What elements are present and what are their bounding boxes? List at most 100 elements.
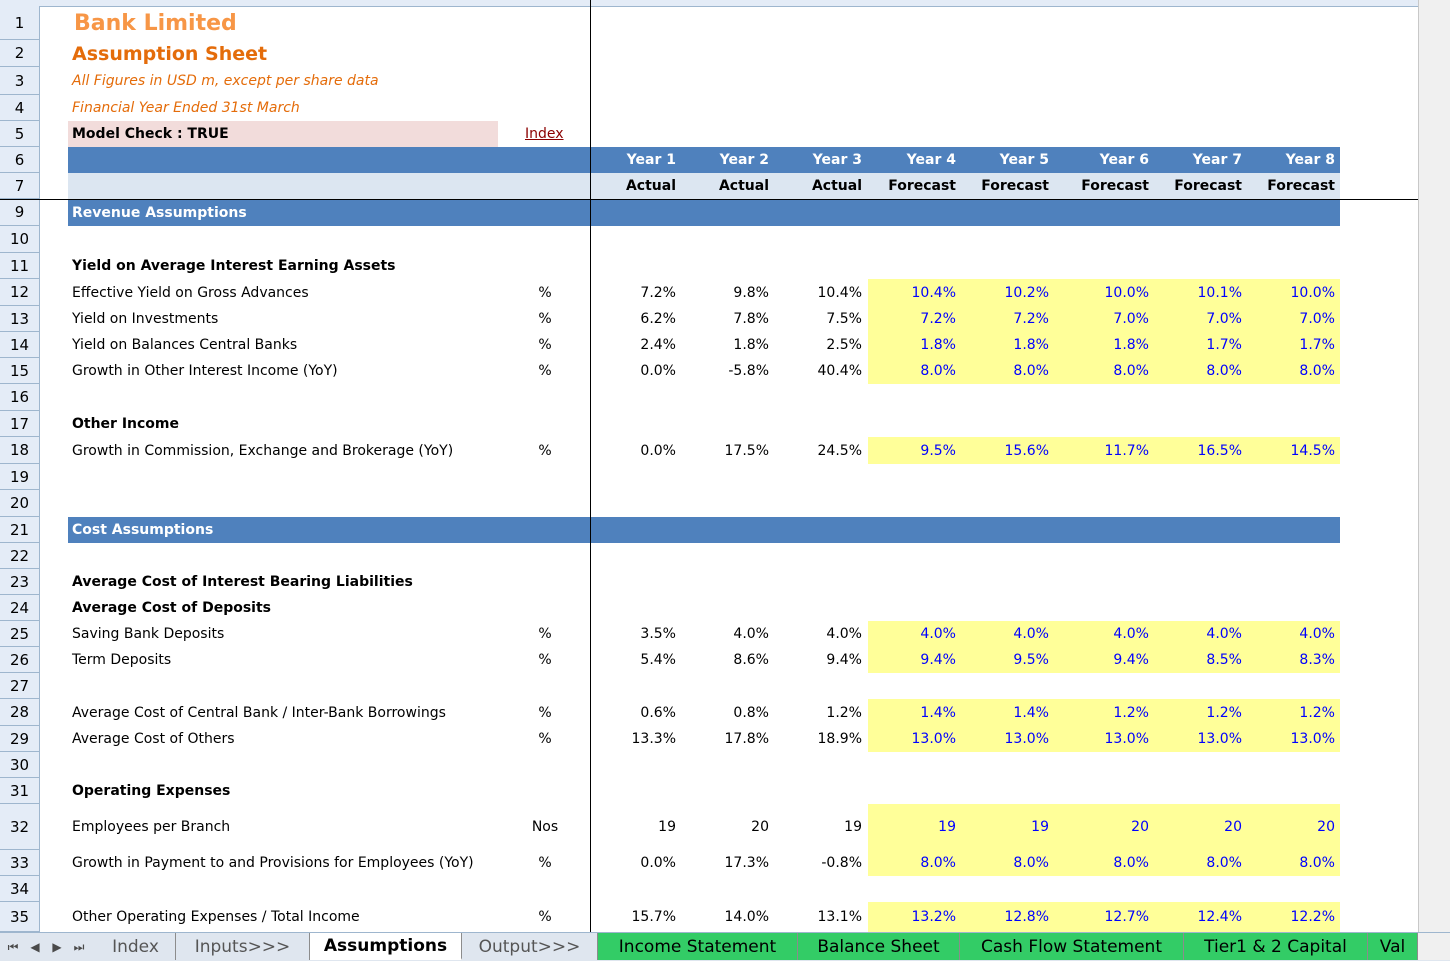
actual-value-cell[interactable]: 13.1% [817, 909, 862, 925]
actual-value-cell[interactable]: -0.8% [821, 855, 862, 871]
forecast-input-cell[interactable]: 8.0% [1299, 363, 1335, 379]
forecast-input-cell[interactable]: 8.0% [1013, 855, 1049, 871]
tab-income-statement[interactable]: Income Statement [598, 933, 798, 960]
row-number[interactable]: 30 [0, 752, 40, 778]
forecast-input-cell[interactable]: 10.0% [1104, 284, 1149, 301]
forecast-input-cell[interactable]: 8.0% [1299, 855, 1335, 871]
row-number[interactable]: 21 [0, 517, 40, 543]
row-number[interactable]: 5 [0, 121, 40, 147]
actual-value-cell[interactable]: 2.5% [826, 337, 862, 353]
actual-value-cell[interactable]: 0.0% [640, 442, 676, 459]
forecast-input-cell[interactable]: 8.5% [1206, 652, 1242, 668]
forecast-input-cell[interactable]: 9.5% [920, 442, 956, 459]
forecast-input-cell[interactable]: 20 [1131, 819, 1149, 835]
row-number[interactable]: 32 [0, 804, 40, 850]
row-number[interactable]: 10 [0, 226, 40, 253]
forecast-input-cell[interactable]: 1.4% [1013, 704, 1049, 721]
forecast-input-cell[interactable]: 15.6% [1004, 442, 1049, 459]
row-number[interactable]: 7 [0, 173, 40, 199]
forecast-input-cell[interactable]: 4.0% [1113, 626, 1149, 642]
actual-value-cell[interactable]: 14.0% [724, 909, 769, 925]
forecast-input-cell[interactable]: 16.5% [1197, 442, 1242, 459]
forecast-input-cell[interactable]: 8.0% [1206, 855, 1242, 871]
forecast-input-cell[interactable]: 7.0% [1206, 311, 1242, 327]
forecast-input-cell[interactable]: 9.4% [920, 652, 956, 668]
forecast-input-cell[interactable]: 10.2% [1004, 284, 1049, 301]
forecast-input-cell[interactable]: 4.0% [1206, 626, 1242, 642]
row-number[interactable]: 11 [0, 253, 40, 279]
index-link[interactable]: Index [525, 126, 564, 142]
actual-value-cell[interactable]: 10.4% [817, 284, 862, 301]
forecast-input-cell[interactable]: 8.0% [1013, 363, 1049, 379]
forecast-input-cell[interactable]: 8.0% [920, 855, 956, 871]
actual-value-cell[interactable]: 1.8% [733, 337, 769, 353]
forecast-input-cell[interactable]: 19 [938, 819, 956, 835]
forecast-input-cell[interactable]: 1.8% [920, 337, 956, 353]
row-number[interactable]: 13 [0, 306, 40, 332]
tab-balance-sheet[interactable]: Balance Sheet [798, 933, 960, 960]
forecast-input-cell[interactable]: 8.3% [1299, 652, 1335, 668]
forecast-input-cell[interactable]: 13.0% [1104, 731, 1149, 747]
actual-value-cell[interactable]: 17.5% [724, 442, 769, 459]
forecast-input-cell[interactable]: 14.5% [1290, 442, 1335, 459]
actual-value-cell[interactable]: 0.8% [733, 704, 769, 721]
actual-value-cell[interactable]: 0.6% [640, 704, 676, 721]
forecast-input-cell[interactable]: 8.0% [1113, 363, 1149, 379]
forecast-input-cell[interactable]: 4.0% [920, 626, 956, 642]
forecast-input-cell[interactable]: 12.4% [1197, 909, 1242, 925]
row-number[interactable]: 23 [0, 569, 40, 595]
forecast-input-cell[interactable]: 13.0% [1197, 731, 1242, 747]
row-number[interactable]: 2 [0, 40, 40, 67]
row-number[interactable]: 14 [0, 332, 40, 358]
actual-value-cell[interactable]: 5.4% [640, 652, 676, 668]
forecast-input-cell[interactable]: 1.2% [1206, 704, 1242, 721]
forecast-input-cell[interactable]: 9.5% [1013, 652, 1049, 668]
forecast-input-cell[interactable]: 13.0% [1290, 731, 1335, 747]
row-number[interactable]: 25 [0, 621, 40, 647]
row-number[interactable]: 26 [0, 647, 40, 673]
row-number[interactable]: 9 [0, 199, 40, 226]
forecast-input-cell[interactable]: 7.0% [1113, 311, 1149, 327]
actual-value-cell[interactable]: 24.5% [817, 442, 862, 459]
actual-value-cell[interactable]: 3.5% [640, 626, 676, 642]
row-number[interactable]: 35 [0, 902, 40, 932]
forecast-input-cell[interactable]: 10.1% [1197, 284, 1242, 301]
actual-value-cell[interactable]: -5.8% [728, 363, 769, 379]
forecast-input-cell[interactable]: 8.0% [1113, 855, 1149, 871]
actual-value-cell[interactable]: 7.2% [640, 284, 676, 301]
actual-value-cell[interactable]: 13.3% [631, 731, 676, 747]
vertical-scrollbar[interactable] [1418, 0, 1450, 932]
actual-value-cell[interactable]: 2.4% [640, 337, 676, 353]
row-number[interactable]: 17 [0, 411, 40, 437]
actual-value-cell[interactable]: 19 [844, 819, 862, 835]
actual-value-cell[interactable]: 15.7% [631, 909, 676, 925]
row-number[interactable]: 24 [0, 595, 40, 621]
row-number[interactable]: 4 [0, 95, 40, 121]
forecast-input-cell[interactable]: 9.4% [1113, 652, 1149, 668]
forecast-input-cell[interactable]: 1.4% [920, 704, 956, 721]
forecast-input-cell[interactable]: 13.2% [911, 909, 956, 925]
row-number[interactable]: 18 [0, 437, 40, 464]
actual-value-cell[interactable]: 17.3% [724, 855, 769, 871]
actual-value-cell[interactable]: 17.8% [724, 731, 769, 747]
forecast-input-cell[interactable]: 20 [1317, 819, 1335, 835]
first-sheet-icon[interactable]: ⏮ [7, 939, 19, 954]
tab-cash-flow-statement[interactable]: Cash Flow Statement [960, 933, 1184, 960]
actual-value-cell[interactable]: 9.8% [733, 284, 769, 301]
row-number[interactable]: 22 [0, 543, 40, 569]
tab-index[interactable]: Index [96, 933, 176, 960]
row-number[interactable]: 19 [0, 464, 40, 490]
row-number[interactable]: 20 [0, 490, 40, 517]
actual-value-cell[interactable]: 40.4% [817, 363, 862, 379]
actual-value-cell[interactable]: 4.0% [733, 626, 769, 642]
actual-value-cell[interactable]: 19 [658, 819, 676, 835]
tab-scrollbar[interactable] [1418, 933, 1450, 960]
forecast-input-cell[interactable]: 1.8% [1013, 337, 1049, 353]
forecast-input-cell[interactable]: 8.0% [1206, 363, 1242, 379]
row-number[interactable]: 33 [0, 850, 40, 876]
prev-sheet-icon[interactable]: ◀ [30, 940, 40, 954]
forecast-input-cell[interactable]: 12.2% [1290, 909, 1335, 925]
actual-value-cell[interactable]: 0.0% [640, 363, 676, 379]
forecast-input-cell[interactable]: 12.7% [1104, 909, 1149, 925]
forecast-input-cell[interactable]: 13.0% [911, 731, 956, 747]
